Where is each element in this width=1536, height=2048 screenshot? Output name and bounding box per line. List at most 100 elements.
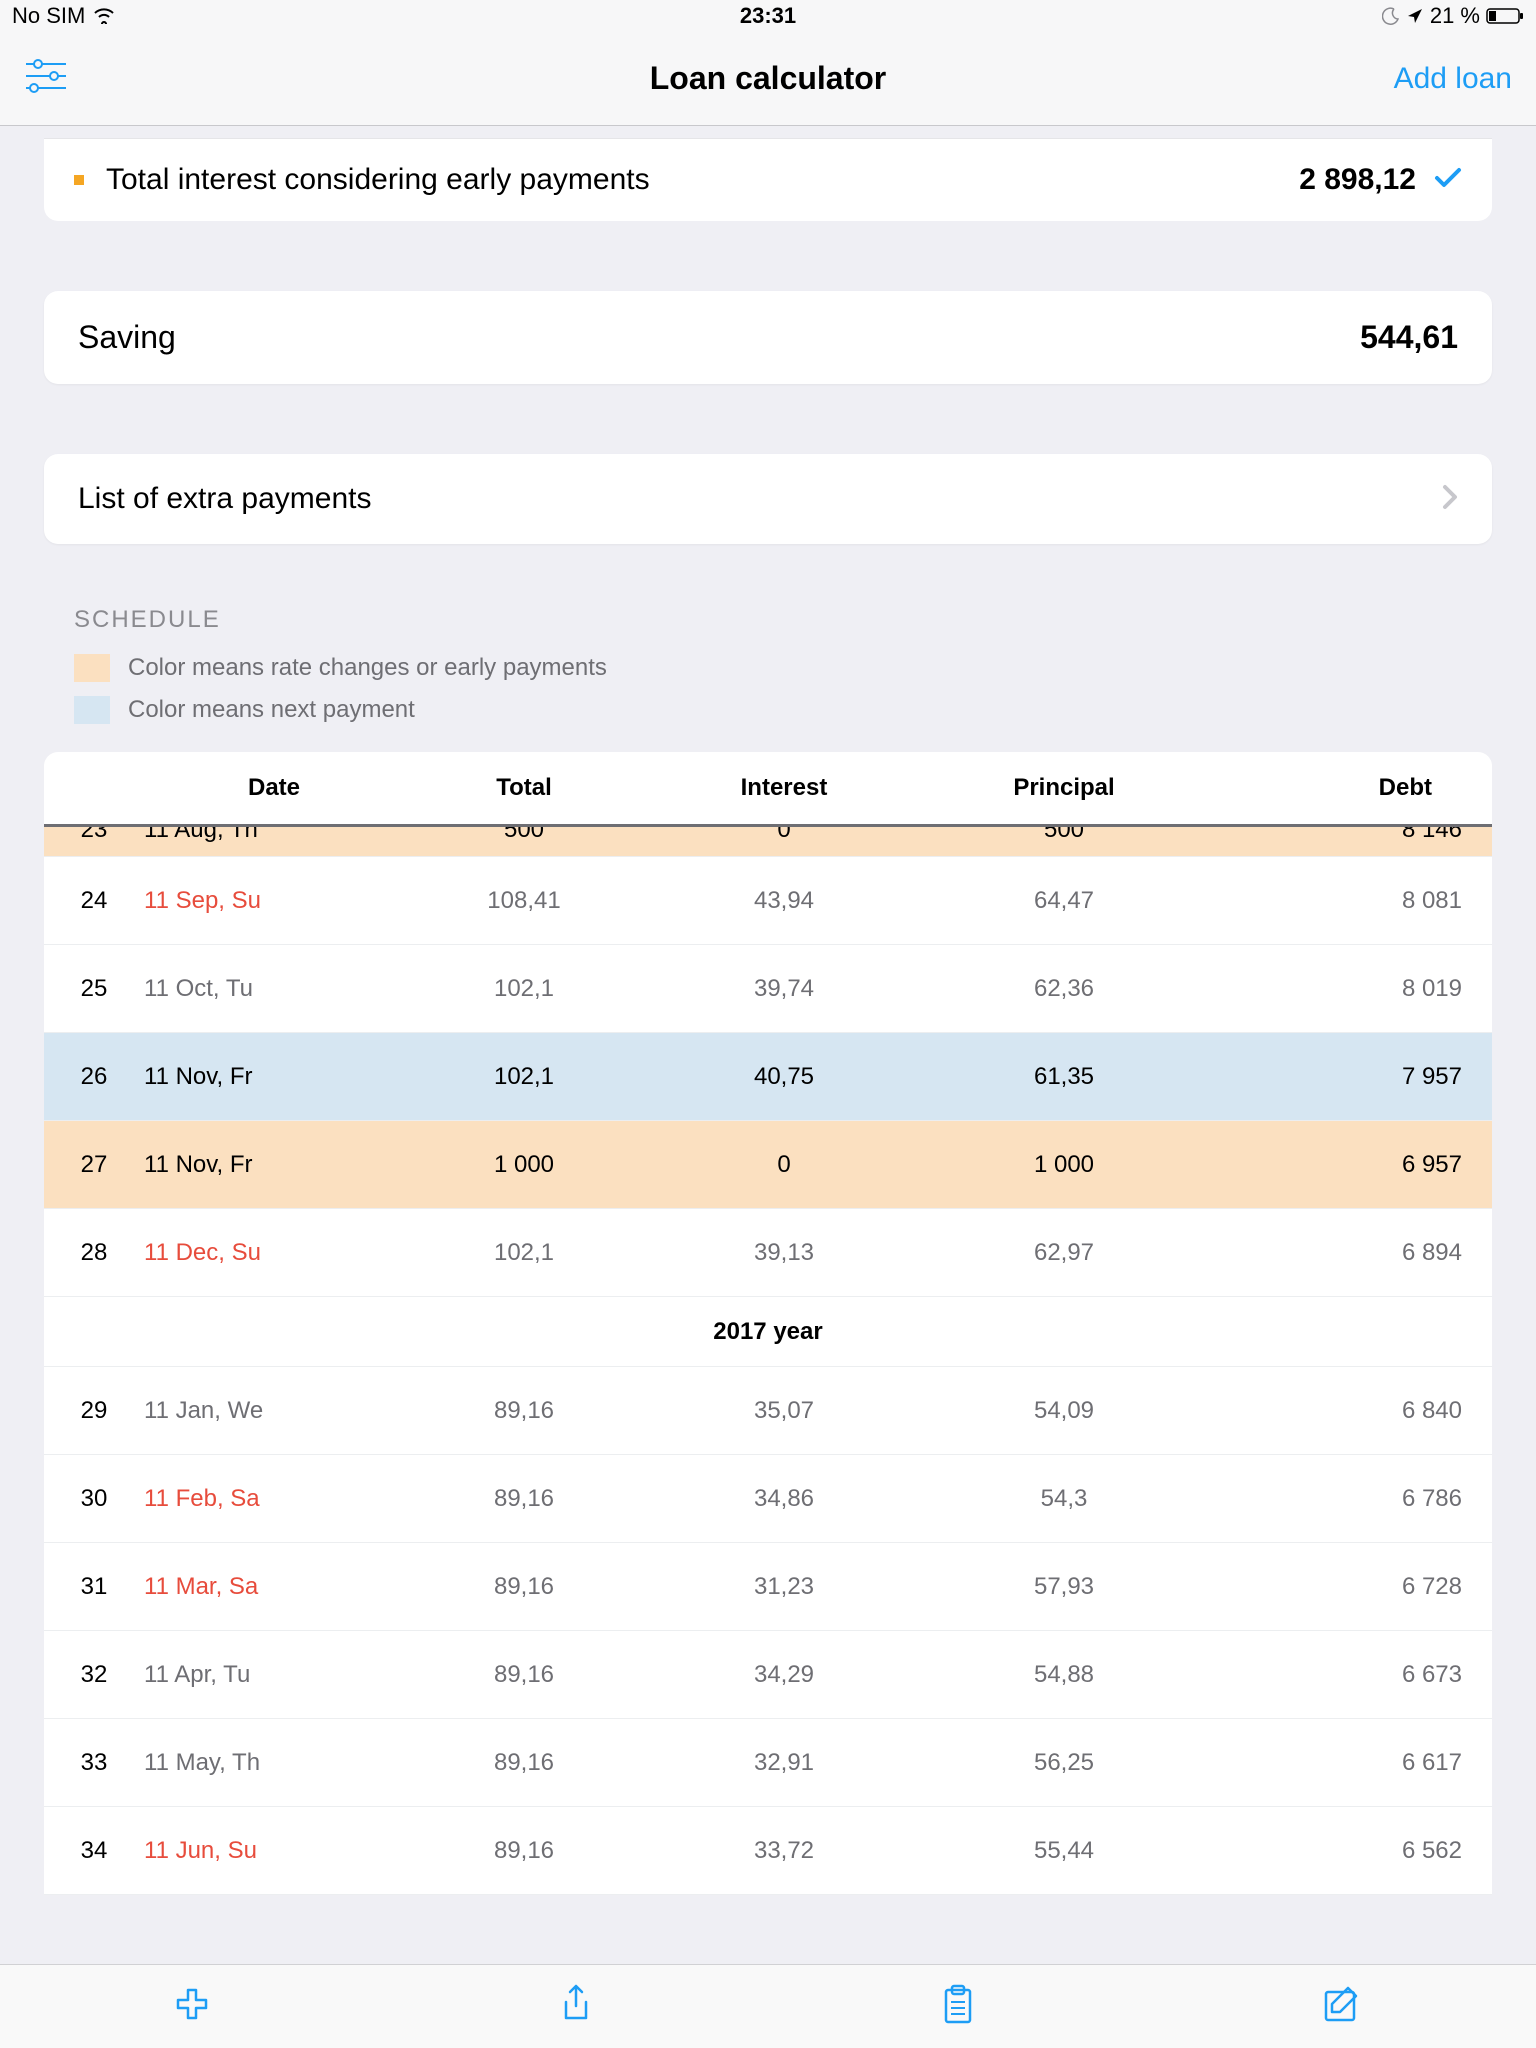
cell-date: 11 May, Th	[144, 1749, 404, 1777]
saving-value: 544,61	[1360, 319, 1458, 356]
edit-icon[interactable]	[1320, 1982, 1364, 2031]
cell-date: 11 Nov, Fr	[144, 1151, 404, 1179]
cell-debt: 6 617	[1204, 1749, 1492, 1777]
saving-label: Saving	[78, 319, 1360, 356]
cell-idx: 26	[44, 1063, 144, 1091]
cell-idx: 24	[44, 887, 144, 915]
table-row[interactable]: 3211 Apr, Tu89,1634,2954,886 673	[44, 1631, 1492, 1719]
year-separator: 2017 year	[44, 1297, 1492, 1367]
cell-interest: 39,13	[644, 1239, 924, 1267]
cell-idx: 31	[44, 1573, 144, 1601]
cell-principal: 54,88	[924, 1661, 1204, 1689]
table-row[interactable]: 2611 Nov, Fr102,140,7561,357 957	[44, 1033, 1492, 1121]
table-header: Date Total Interest Principal Debt	[44, 752, 1492, 827]
legend-blue-text: Color means next payment	[128, 696, 415, 724]
cell-principal: 54,3	[924, 1485, 1204, 1513]
cell-total: 89,16	[404, 1749, 644, 1777]
cell-idx: 25	[44, 975, 144, 1003]
cell-interest: 43,94	[644, 887, 924, 915]
table-row[interactable]: 2511 Oct, Tu102,139,7462,368 019	[44, 945, 1492, 1033]
bullet-icon	[74, 175, 84, 185]
legend-orange-text: Color means rate changes or early paymen…	[128, 654, 607, 682]
chevron-right-icon	[1442, 484, 1458, 515]
cell-principal: 62,36	[924, 975, 1204, 1003]
cell-total: 89,16	[404, 1397, 644, 1425]
battery-icon	[1486, 7, 1524, 25]
cell-interest: 34,86	[644, 1485, 924, 1513]
cell-date: 11 Jun, Su	[144, 1837, 404, 1865]
table-row[interactable]: 2811 Dec, Su102,139,1362,976 894	[44, 1209, 1492, 1297]
table-row[interactable]: 2911 Jan, We89,1635,0754,096 840	[44, 1367, 1492, 1455]
legend-blue: Color means next payment	[44, 696, 1492, 724]
cell-total: 102,1	[404, 1063, 644, 1091]
location-icon	[1406, 7, 1424, 25]
moon-icon	[1382, 7, 1400, 25]
tab-bar	[0, 1964, 1536, 2048]
th-date: Date	[144, 774, 404, 802]
add-loan-button[interactable]: Add loan	[1394, 62, 1512, 96]
cell-interest: 0	[644, 1151, 924, 1179]
cell-principal: 62,97	[924, 1239, 1204, 1267]
clipboard-icon[interactable]	[940, 1982, 976, 2031]
cell-principal: 54,09	[924, 1397, 1204, 1425]
battery-pct: 21 %	[1430, 3, 1480, 29]
share-icon[interactable]	[556, 1982, 596, 2031]
cell-interest: 31,23	[644, 1573, 924, 1601]
schedule-section: SCHEDULE Color means rate changes or ear…	[44, 606, 1492, 724]
extra-payments-label: List of extra payments	[78, 482, 1442, 516]
total-interest-label: Total interest considering early payment…	[106, 163, 1299, 197]
cell-total: 102,1	[404, 975, 644, 1003]
cell-date: 11 Oct, Tu	[144, 975, 404, 1003]
cell-debt: 7 957	[1204, 1063, 1492, 1091]
cell-idx: 30	[44, 1485, 144, 1513]
total-interest-value: 2 898,12	[1299, 163, 1416, 197]
check-icon[interactable]	[1434, 167, 1462, 194]
saving-card: Saving 544,61	[44, 291, 1492, 384]
cell-debt: 8 019	[1204, 975, 1492, 1003]
cell-debt: 8 081	[1204, 887, 1492, 915]
table-row[interactable]: 2711 Nov, Fr1 00001 0006 957	[44, 1121, 1492, 1209]
cell-date: 11 Sep, Su	[144, 887, 404, 915]
cell-debt: 6 562	[1204, 1837, 1492, 1865]
table-row[interactable]: 3011 Feb, Sa89,1634,8654,36 786	[44, 1455, 1492, 1543]
cell-idx: 32	[44, 1661, 144, 1689]
cell-principal: 57,93	[924, 1573, 1204, 1601]
th-principal: Principal	[924, 774, 1204, 802]
cell-idx: 33	[44, 1749, 144, 1777]
add-icon[interactable]	[172, 1984, 212, 2029]
cell-date: 11 Feb, Sa	[144, 1485, 404, 1513]
carrier-label: No SIM	[12, 3, 85, 29]
summary-card: Total interest considering early payment…	[44, 138, 1492, 221]
cell-total: 89,16	[404, 1661, 644, 1689]
th-total: Total	[404, 774, 644, 802]
swatch-blue	[74, 696, 110, 724]
cell-principal: 61,35	[924, 1063, 1204, 1091]
cell-interest: 34,29	[644, 1661, 924, 1689]
table-row[interactable]: 3111 Mar, Sa89,1631,2357,936 728	[44, 1543, 1492, 1631]
table-row[interactable]: 3411 Jun, Su89,1633,7255,446 562	[44, 1807, 1492, 1895]
cell-debt: 6 840	[1204, 1397, 1492, 1425]
cell-interest: 35,07	[644, 1397, 924, 1425]
nav-bar: Loan calculator Add loan	[0, 32, 1536, 126]
table-row[interactable]: 2411 Sep, Su108,4143,9464,478 081	[44, 857, 1492, 945]
schedule-table: Date Total Interest Principal Debt 2311 …	[44, 752, 1492, 1895]
cell-debt: 6 894	[1204, 1239, 1492, 1267]
table-row[interactable]: 2311 Aug, Th50005008 146	[44, 827, 1492, 857]
cell-date: 11 Dec, Su	[144, 1239, 404, 1267]
cell-principal: 64,47	[924, 887, 1204, 915]
cell-total: 89,16	[404, 1485, 644, 1513]
cell-total: 89,16	[404, 1573, 644, 1601]
cell-date: 11 Nov, Fr	[144, 1063, 404, 1091]
schedule-title: SCHEDULE	[44, 606, 1492, 634]
cell-total: 102,1	[404, 1239, 644, 1267]
table-row[interactable]: 3311 May, Th89,1632,9156,256 617	[44, 1719, 1492, 1807]
extra-payments-card[interactable]: List of extra payments	[44, 454, 1492, 544]
cell-interest: 40,75	[644, 1063, 924, 1091]
cell-date: 11 Apr, Tu	[144, 1661, 404, 1689]
th-debt: Debt	[1204, 774, 1462, 802]
cell-interest: 39,74	[644, 975, 924, 1003]
cell-debt: 6 786	[1204, 1485, 1492, 1513]
cell-debt: 6 728	[1204, 1573, 1492, 1601]
cell-date: 11 Jan, We	[144, 1397, 404, 1425]
settings-icon[interactable]	[24, 58, 68, 99]
